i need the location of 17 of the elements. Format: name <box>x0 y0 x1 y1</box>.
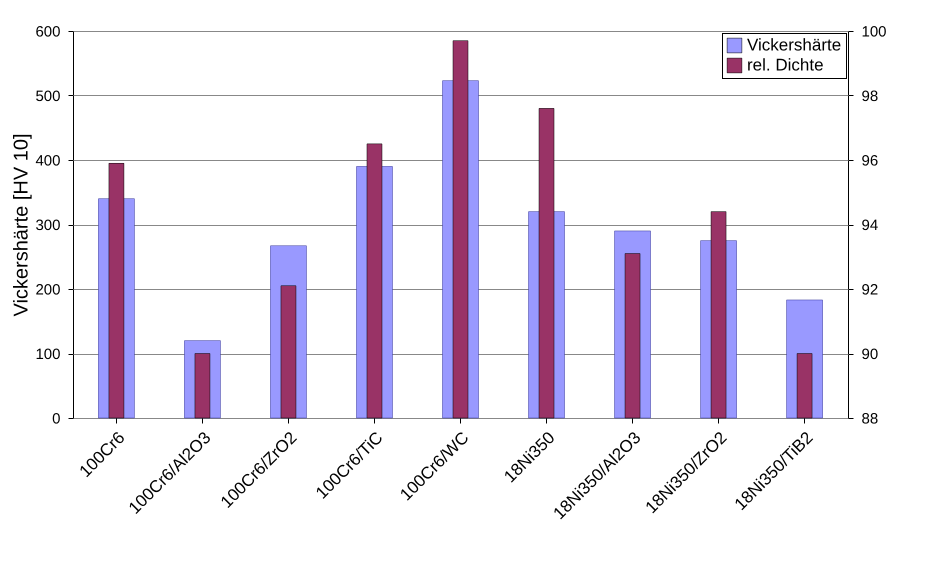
y-tick-label: 600 <box>35 24 60 40</box>
legend-label: rel. Dichte <box>747 56 824 74</box>
y-tick-label: 400 <box>35 152 60 170</box>
y-tick-label: 200 <box>35 282 60 298</box>
y2-tick-label: 94 <box>862 217 878 234</box>
y-tick-label: 500 <box>35 88 60 105</box>
y-tick-label: 0 <box>52 410 60 428</box>
y2-tick-label: 92 <box>862 282 878 298</box>
y2-tick-label: 100 <box>862 24 887 40</box>
y-tick-label: 100 <box>35 346 60 363</box>
y2-tick-label: 88 <box>862 410 878 428</box>
legend-label: Vickershärte <box>747 36 842 54</box>
y2-tick-label: 98 <box>862 88 878 105</box>
y-axis-title: Vickershärte [HV 10] <box>10 133 32 317</box>
y2-tick-label: 96 <box>862 152 878 170</box>
y-tick-label: 300 <box>35 217 60 234</box>
y2-tick-label: 90 <box>862 346 878 363</box>
